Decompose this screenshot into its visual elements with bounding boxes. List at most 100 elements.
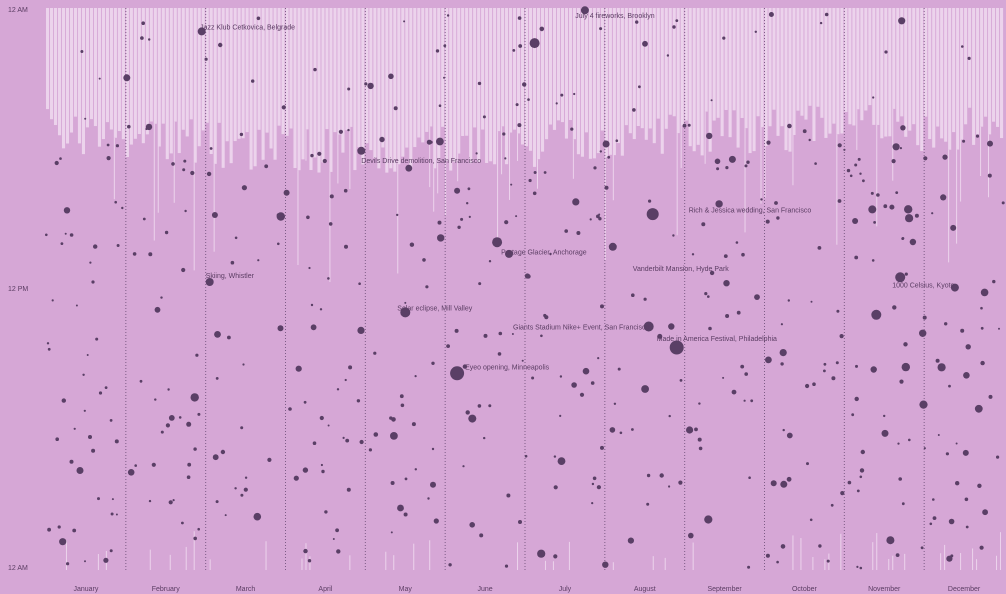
photo-dot (987, 173, 992, 178)
photo-dot (672, 234, 675, 237)
night-bar (129, 8, 133, 145)
night-bar (828, 8, 832, 134)
night-bar (113, 8, 117, 138)
night-bar (668, 8, 672, 115)
photo-dot (436, 137, 444, 146)
photo-dot (870, 366, 877, 373)
photo-dot (253, 512, 262, 521)
night-bar (233, 8, 237, 142)
photo-dot (835, 361, 839, 365)
night-bar (744, 8, 748, 129)
night-bar-tail (445, 161, 447, 216)
photo-dot (106, 156, 111, 161)
photo-dot (965, 525, 969, 529)
photo-dot (709, 270, 715, 276)
night-bar (772, 8, 776, 110)
photo-dot (142, 217, 146, 221)
photo-dot (336, 388, 340, 391)
early-bar (393, 555, 395, 570)
photo-dot (627, 537, 635, 544)
photo-dot (478, 282, 482, 286)
night-bar (688, 8, 692, 147)
photo-dot (965, 344, 971, 350)
photo-dot (215, 377, 219, 380)
photo-dot (686, 426, 694, 434)
photo-dot (390, 432, 398, 440)
night-bar (896, 8, 900, 122)
photo-dot-highlight (492, 237, 503, 248)
night-bar (928, 8, 932, 139)
night-bar (125, 8, 129, 157)
photo-dot (982, 509, 988, 516)
night-bar (788, 8, 792, 152)
x-tick-label: June (477, 586, 492, 593)
photo-dot (98, 77, 101, 80)
photo-dot (980, 360, 985, 366)
photo-dot (498, 331, 503, 336)
photo-dot (843, 148, 846, 151)
night-bar (540, 8, 545, 152)
photo-dot (524, 273, 531, 279)
photo-dot (646, 502, 650, 506)
night-bar (101, 8, 105, 140)
photo-dot (344, 378, 347, 382)
night-bar (481, 8, 485, 130)
photo-dot (430, 481, 436, 488)
photo-dot (615, 139, 619, 142)
photo-dot (431, 447, 435, 451)
photo-dot-highlight (871, 309, 882, 320)
annotation-label: Skiing, Whistler (206, 273, 255, 280)
photo-dot (344, 244, 348, 249)
photo-dot (886, 536, 895, 545)
photo-dot (411, 422, 416, 427)
night-bar-tail (704, 111, 706, 164)
night-bar (624, 8, 628, 126)
photo-dot (302, 467, 309, 473)
night-bar (457, 8, 461, 154)
photo-dot (240, 426, 244, 430)
annotation-label: Portage Glacier, Anchorage (501, 250, 587, 257)
photo-dot (435, 49, 440, 53)
night-bar (361, 8, 365, 165)
night-bar (924, 8, 928, 117)
photo-dot (504, 564, 509, 568)
night-bar (696, 8, 700, 145)
photo-dot (980, 306, 983, 310)
night-bar (700, 8, 704, 156)
early-bar (309, 556, 311, 570)
photo-dot (687, 123, 691, 127)
photo-dot (121, 206, 124, 210)
early-bar (305, 543, 307, 570)
night-bar (888, 8, 892, 137)
photo-dot (59, 538, 67, 546)
night-bar (373, 8, 377, 159)
photo-dot (256, 16, 261, 21)
annotation-label: July 4 fireworks, Brooklyn (575, 13, 654, 20)
night-bar (433, 8, 437, 169)
night-bar (844, 8, 848, 113)
night-bar (756, 8, 760, 117)
photo-dot (446, 14, 450, 17)
photo-dot (591, 502, 594, 505)
photo-dot (61, 398, 66, 403)
night-bar (916, 8, 920, 146)
photo-dot (515, 215, 518, 218)
photo-dot (91, 448, 96, 453)
x-tick-label: August (634, 586, 656, 593)
night-bar (473, 8, 477, 128)
photo-dot (862, 179, 865, 183)
night-bar (712, 8, 716, 121)
night-bar-tail (980, 126, 982, 177)
photo-dot (313, 67, 317, 72)
photo-dot (127, 469, 135, 476)
photo-dot (849, 174, 853, 178)
x-tick-label: April (318, 586, 332, 593)
night-bar (237, 8, 241, 139)
photo-dot (93, 244, 98, 249)
photo-dot (760, 198, 763, 201)
photo-dot (390, 531, 393, 534)
photo-dot (708, 326, 712, 331)
photo-dot (570, 127, 574, 131)
night-bar (525, 8, 529, 147)
night-bar (852, 8, 856, 126)
